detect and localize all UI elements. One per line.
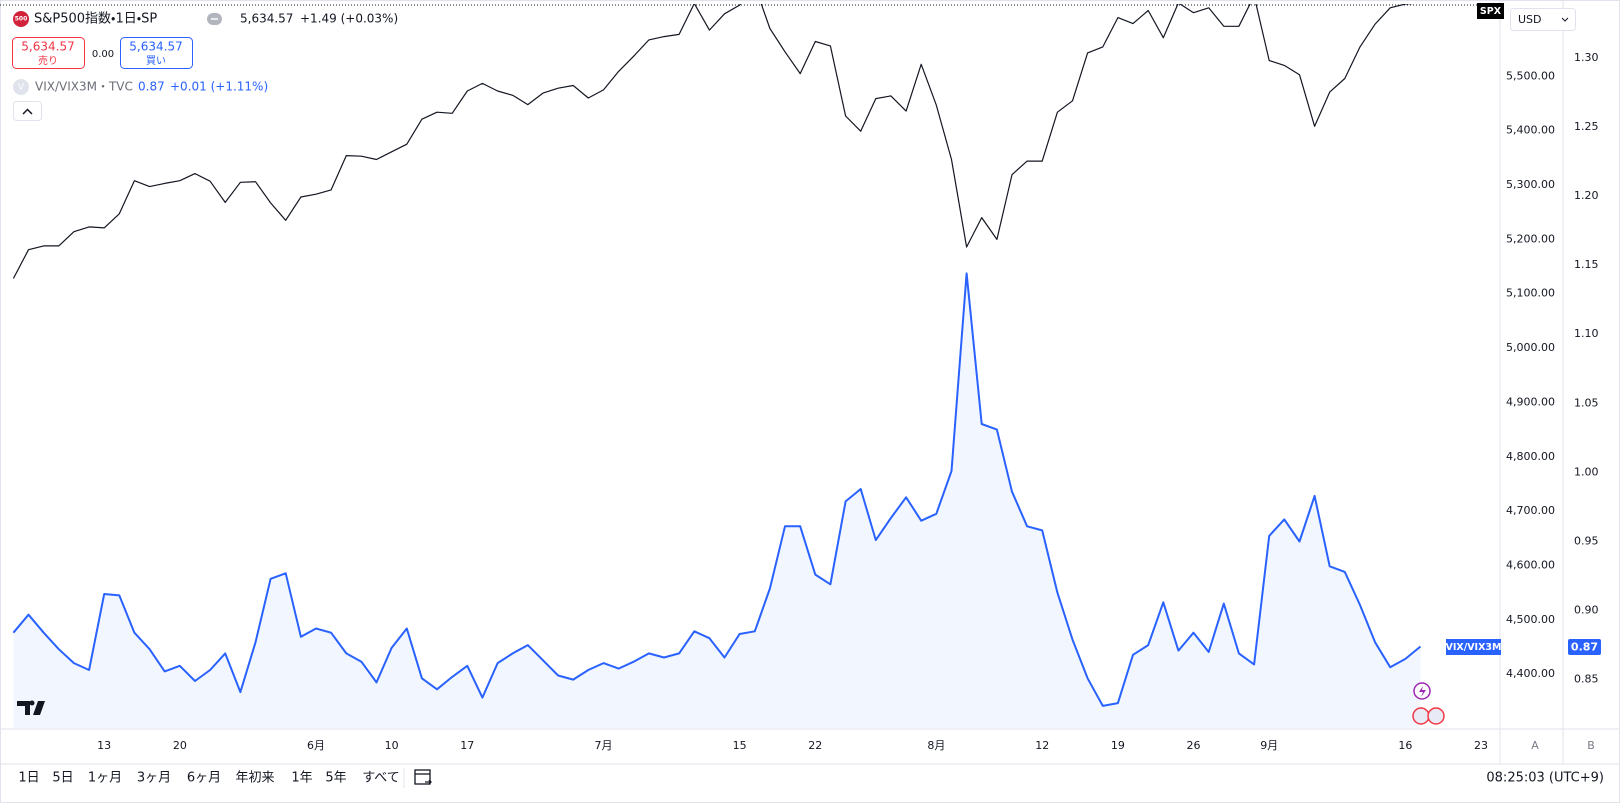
y-tick-label: 5,200.00 — [1506, 232, 1555, 245]
series-tag — [1477, 3, 1504, 19]
y-tick-label: 4,700.00 — [1506, 504, 1555, 517]
economic-event-icon[interactable] — [1427, 707, 1445, 725]
study-icon-text: V — [18, 83, 25, 93]
y2-tick-label: 1.25 — [1574, 120, 1599, 133]
x-tick-label: 19 — [1111, 739, 1125, 752]
scale-button[interactable]: A — [1531, 739, 1539, 752]
currency-chevron — [1561, 17, 1569, 22]
range-button[interactable]: 5年 — [325, 771, 346, 786]
brand-logo — [17, 701, 45, 715]
y-tick-label: 5,400.00 — [1506, 124, 1555, 137]
study-title[interactable]: VIX/VIX3M・TVC — [35, 80, 133, 94]
range-button[interactable]: 年初来 — [235, 770, 274, 786]
series-tag-text: SPX — [1480, 6, 1502, 17]
calendar-icon — [425, 779, 432, 785]
x-tick-label: 22 — [808, 739, 822, 752]
symbol-title[interactable]: S&P500指数・1日・SP — [34, 12, 157, 27]
x-tick-label: 7月 — [594, 739, 612, 752]
y-tick-label: 5,500.00 — [1506, 69, 1555, 82]
range-button[interactable]: 6ヶ月 — [187, 771, 221, 786]
y2-tick-label: 1.10 — [1574, 327, 1599, 340]
y-tick-label: 4,800.00 — [1506, 450, 1555, 463]
sell-label: 売り — [38, 54, 58, 67]
y2-tick-label: 1.30 — [1574, 51, 1599, 64]
x-tick-label: 23 — [1474, 739, 1488, 752]
quote-change: +1.49 (+0.03%) — [300, 12, 398, 26]
x-tick-label: 8月 — [927, 739, 945, 752]
series-tag-text: VIX/VIX3M — [1446, 642, 1502, 653]
calendar-button[interactable] — [414, 769, 432, 785]
x-tick-label: 16 — [1398, 739, 1412, 752]
clock[interactable]: 08:25:03 (UTC+9) — [1486, 771, 1604, 786]
series-line — [12, 272, 1422, 707]
brand-logo-dot — [29, 700, 35, 706]
y2-tick-label: 0.85 — [1574, 673, 1599, 686]
currency: USD — [1518, 13, 1542, 26]
spread: 0.00 — [92, 49, 114, 60]
calendar-icon — [414, 769, 431, 785]
y2-tick-label: 1.15 — [1574, 258, 1599, 271]
collapse-icon — [22, 108, 33, 115]
collapse-button[interactable] — [13, 101, 42, 121]
symbol-logo — [13, 11, 29, 27]
range-button[interactable]: 1日 — [18, 771, 39, 786]
last-value: 0.87 — [1571, 641, 1598, 654]
y2-tick-label: 0.90 — [1574, 604, 1599, 617]
range-button[interactable]: 5日 — [52, 771, 73, 786]
x-tick-label: 10 — [385, 739, 399, 752]
y2-tick-label: 1.20 — [1574, 189, 1599, 202]
x-tick-label: 13 — [97, 739, 111, 752]
event-icon-glyph — [1419, 686, 1426, 697]
y2-tick-label: 1.00 — [1574, 465, 1599, 478]
range-button[interactable]: 3ヶ月 — [137, 771, 171, 786]
study-icon — [13, 79, 29, 95]
study-change: +0.01 (+1.11%) — [170, 80, 268, 94]
x-tick-label: 17 — [460, 739, 474, 752]
last-value-badge — [1568, 639, 1601, 655]
x-tick-label: 6月 — [307, 739, 325, 752]
y-tick-label: 5,300.00 — [1506, 178, 1555, 191]
economic-event-icon[interactable] — [1412, 707, 1430, 725]
x-tick-label: 9月 — [1260, 739, 1278, 752]
buy-price: 5,634.57 — [129, 40, 182, 54]
y-tick-label: 5,100.00 — [1506, 287, 1555, 300]
y2-tick-label: 1.05 — [1574, 396, 1599, 409]
x-tick-label: 20 — [173, 739, 187, 752]
series-tag — [1446, 639, 1501, 655]
y-tick-label: 4,400.00 — [1506, 667, 1555, 680]
y-tick-label: 5,000.00 — [1506, 341, 1555, 354]
series-line — [12, 4, 1414, 279]
range-button[interactable]: 1ヶ月 — [88, 771, 122, 786]
y2-tick-label: 0.95 — [1574, 534, 1599, 547]
range-button[interactable]: すべて — [362, 771, 400, 786]
symbol-logo-text: 500 — [15, 16, 28, 23]
y-tick-label: 4,600.00 — [1506, 558, 1555, 571]
area-fill — [13, 273, 1421, 728]
sell-button[interactable] — [12, 37, 85, 69]
buy-button[interactable] — [120, 37, 193, 69]
y-tick-label: 4,900.00 — [1506, 395, 1555, 408]
currency-select[interactable] — [1510, 8, 1576, 31]
plot-area — [12, 4, 1422, 728]
x-tick-label: 26 — [1187, 739, 1201, 752]
buy-label: 買い — [146, 55, 166, 67]
quote: 5,634.57 — [240, 12, 293, 26]
range-button[interactable]: 1年 — [291, 771, 312, 786]
x-tick-label: 12 — [1035, 739, 1049, 752]
study-value: 0.87 — [138, 80, 165, 94]
x-tick-label: 15 — [733, 739, 747, 752]
y-tick-label: 4,500.00 — [1506, 613, 1555, 626]
scale-button[interactable]: B — [1587, 739, 1595, 752]
sell-price: 5,634.57 — [21, 40, 74, 54]
range-bar: 1日 5日 1ヶ月 3ヶ月 6ヶ月 年初来 1年 5年 すべて — [18, 770, 399, 786]
